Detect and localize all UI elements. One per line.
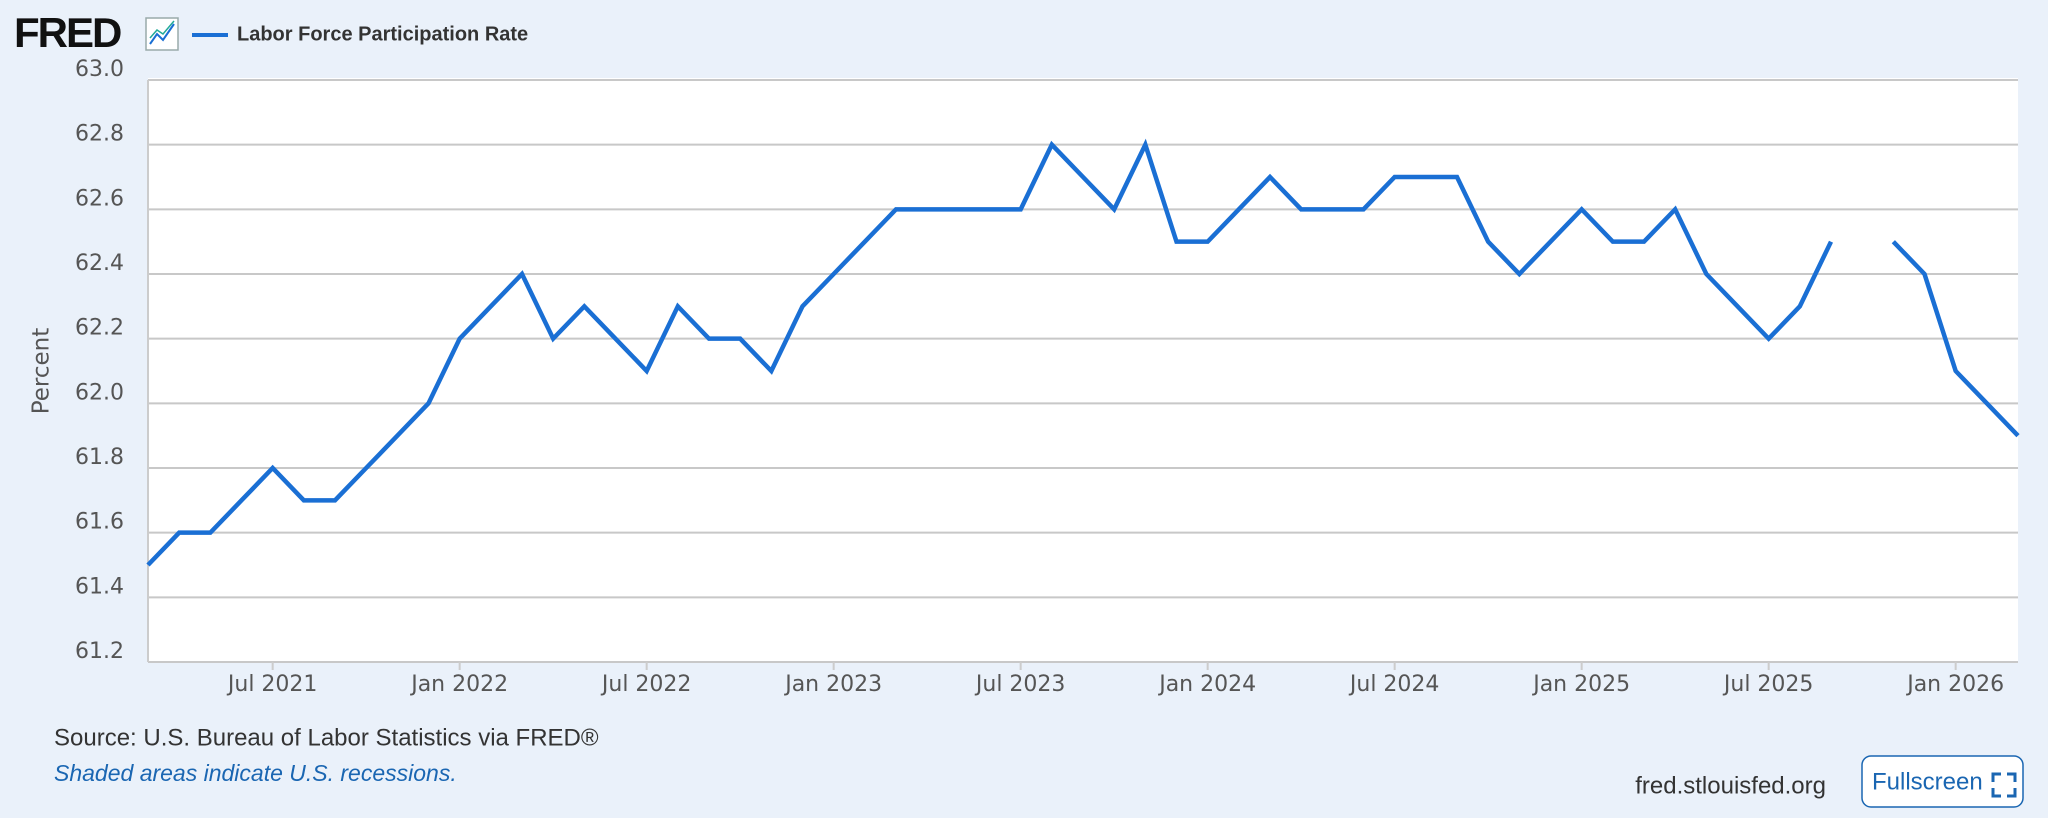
note: Shaded areas indicate U.S. recessions.: [54, 760, 457, 786]
fullscreen-button[interactable]: Fullscreen: [1861, 755, 2024, 808]
source: Source: U.S. Bureau of Labor Statistics …: [54, 724, 599, 751]
button-label[interactable]: Fullscreen: [1872, 768, 1983, 795]
x-tick-label: Jan 2023: [783, 672, 882, 697]
y-tick-label: 61.2: [75, 639, 124, 664]
y-tick-label: 61.6: [75, 510, 124, 535]
legend-label: Labor Force Participation Rate: [237, 23, 528, 45]
logo: FRED: [14, 9, 121, 56]
x-tick-label: Jan 2022: [409, 672, 508, 697]
x-tick-label: Jul 2025: [1722, 672, 1814, 697]
y-tick-label: 61.8: [75, 445, 124, 470]
x-tick-label: Jul 2021: [226, 672, 318, 697]
x-tick-label: Jan 2024: [1157, 672, 1256, 697]
y-axis-label: Percent: [29, 328, 55, 415]
x-tick-label: Jul 2024: [1348, 672, 1440, 697]
x-tick-label: Jul 2022: [600, 672, 692, 697]
x-tick-label: Jul 2023: [974, 672, 1066, 697]
series-line: [146, 138, 2020, 567]
y-tick-label: 62.4: [75, 251, 124, 276]
chart-icon-line: [149, 20, 175, 39]
button-frame[interactable]: [1861, 755, 2024, 808]
button-icon[interactable]: [1991, 772, 2017, 798]
y-tick-label: 62.0: [75, 380, 124, 405]
y-tick-label: 62.6: [75, 186, 124, 211]
y-tick-label: 62.8: [75, 122, 124, 147]
x-tick-label: Jan 2025: [1531, 672, 1630, 697]
y-tick-label: 63.0: [75, 57, 124, 82]
site: fred.stlouisfed.org: [1635, 772, 1826, 799]
y-tick-label: 61.4: [75, 574, 124, 599]
chart-icon-line: [149, 23, 175, 45]
x-tick-label: Jan 2026: [1905, 672, 2004, 697]
plot-area: [148, 78, 2018, 663]
y-tick-label: 62.2: [75, 316, 124, 341]
